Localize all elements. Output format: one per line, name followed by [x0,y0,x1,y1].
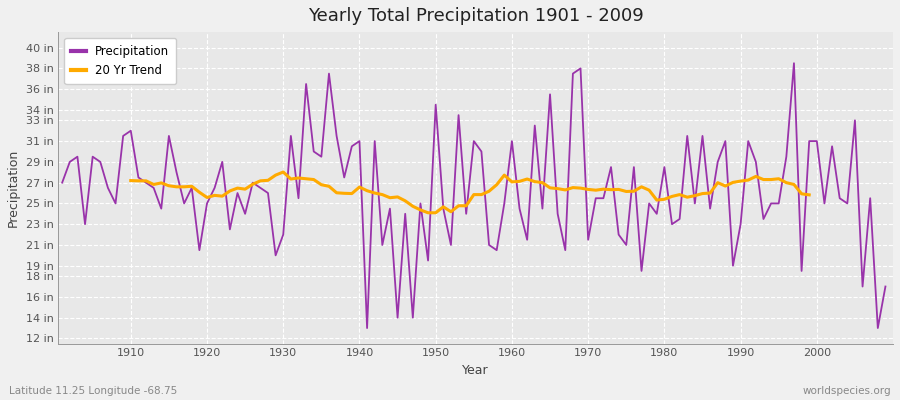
20 Yr Trend [804,192,814,197]
Line: 20 Yr Trend: 20 Yr Trend [130,172,809,213]
20 Yr Trend [217,194,228,198]
20 Yr Trend [423,210,434,215]
Title: Yearly Total Precipitation 1901 - 2009: Yearly Total Precipitation 1901 - 2009 [308,7,644,25]
X-axis label: Year: Year [463,364,489,377]
20 Yr Trend [125,178,136,183]
20 Yr Trend [278,170,289,174]
20 Yr Trend [705,191,716,196]
Precipitation [514,206,525,211]
20 Yr Trend [788,182,799,187]
Precipitation [57,180,68,185]
Legend: Precipitation, 20 Yr Trend: Precipitation, 20 Yr Trend [64,38,176,84]
Text: worldspecies.org: worldspecies.org [803,386,891,396]
Precipitation [285,134,296,138]
Precipitation [362,326,373,330]
Text: Latitude 11.25 Longitude -68.75: Latitude 11.25 Longitude -68.75 [9,386,177,396]
20 Yr Trend [338,191,349,196]
Precipitation [788,61,799,66]
Line: Precipitation: Precipitation [62,63,886,328]
Precipitation [507,139,517,144]
Precipitation [606,165,616,170]
20 Yr Trend [720,184,731,188]
Precipitation [880,284,891,289]
Precipitation [118,134,129,138]
Y-axis label: Precipitation: Precipitation [7,149,20,227]
Precipitation [331,134,342,138]
20 Yr Trend [613,187,624,192]
